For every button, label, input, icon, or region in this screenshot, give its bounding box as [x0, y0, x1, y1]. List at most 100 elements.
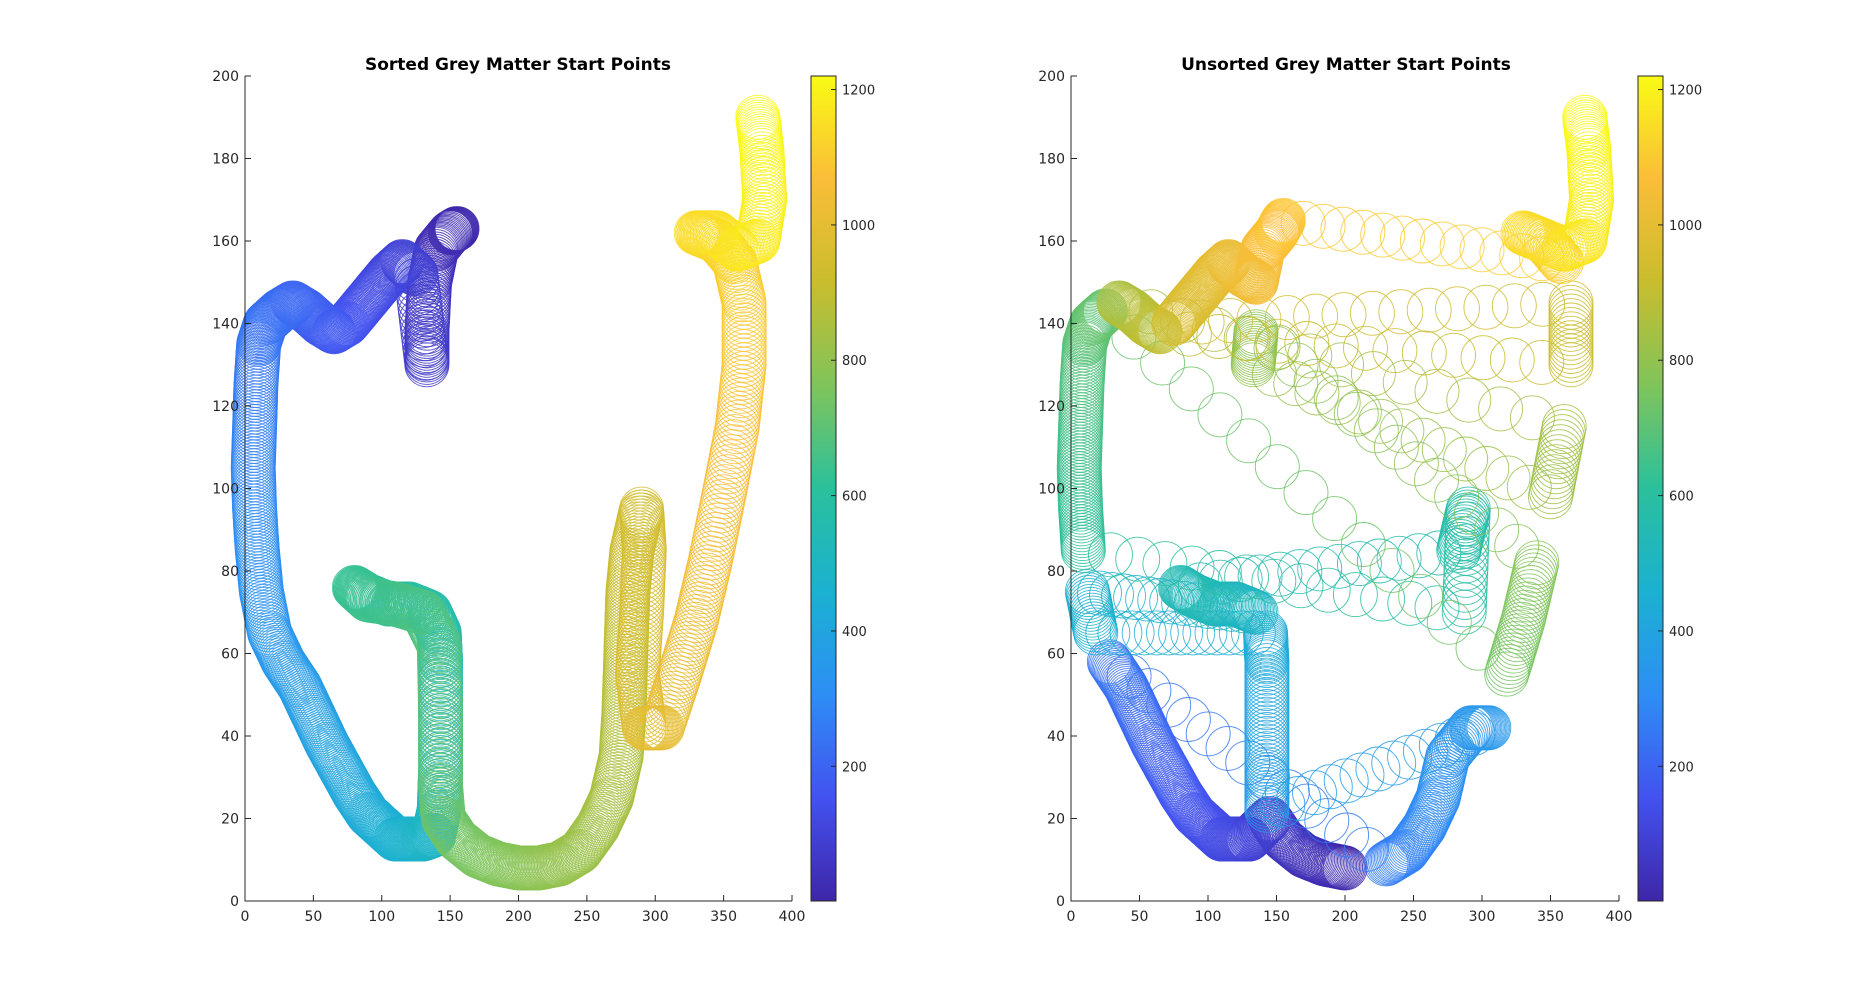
y-tick-label: 140: [1038, 317, 1065, 333]
data-point: [1121, 299, 1167, 345]
data-point: [1414, 457, 1459, 503]
data-point: [1260, 197, 1306, 243]
data-point: [1343, 325, 1388, 371]
data-point: [1305, 567, 1351, 613]
data-point: [1217, 557, 1263, 602]
data-point: [647, 682, 693, 728]
data-point: [1356, 538, 1402, 584]
data-point: [1406, 287, 1452, 333]
data-point: [1506, 464, 1552, 510]
data-point: [1294, 370, 1340, 416]
data-point: [316, 743, 362, 788]
data-point: [1378, 289, 1424, 335]
data-point: [1435, 286, 1480, 332]
data-point: [416, 632, 462, 678]
data-point: [648, 678, 694, 724]
data-point: [728, 221, 773, 267]
data-point: [1280, 200, 1326, 246]
data-point: [706, 219, 751, 265]
data-point: [1258, 202, 1304, 248]
data-point: [1133, 610, 1179, 656]
data-point: [1225, 316, 1271, 362]
data-point: [1534, 439, 1580, 485]
data-point: [1250, 215, 1296, 260]
data-point: [1478, 386, 1524, 432]
data-point: [1088, 532, 1133, 578]
data-point: [1264, 295, 1310, 341]
data-point: [1208, 298, 1253, 344]
data-point: [1169, 572, 1215, 618]
data-point: [1249, 216, 1295, 262]
data-point: [1336, 541, 1382, 587]
data-point: [684, 552, 730, 598]
data-point: [418, 722, 464, 768]
data-point: [418, 697, 464, 743]
data-point: [584, 785, 630, 831]
data-point: [1504, 581, 1550, 627]
data-point: [1255, 208, 1300, 254]
x-tick-label: 250: [1400, 909, 1427, 925]
x-tick-label: 100: [368, 909, 395, 925]
data-point: [1196, 550, 1242, 595]
y-tick-label: 140: [212, 317, 239, 333]
data-point: [1358, 398, 1404, 444]
data-point: [1244, 755, 1290, 801]
data-point: [710, 424, 756, 470]
data-point: [421, 217, 467, 263]
colorbar-tick-label: 1200: [842, 84, 875, 99]
data-point: [640, 701, 686, 747]
data-point: [1459, 227, 1505, 273]
data-point: [1162, 777, 1207, 823]
data-point: [1355, 746, 1401, 792]
data-point: [257, 633, 303, 679]
data-point: [1414, 368, 1460, 414]
data-point: [418, 707, 464, 753]
data-point: [1248, 217, 1294, 263]
data-point: [1509, 395, 1555, 441]
data-point: [548, 834, 594, 880]
unsorted-axes: 0 50 100 150 200 250 300 350 400 0 20 40 60 80 100 120 1…: [1038, 69, 1632, 925]
data-point: [1360, 576, 1406, 622]
data-point: [1095, 651, 1141, 697]
data-point: [417, 657, 463, 703]
data-point: [1443, 436, 1489, 482]
data-point: [1431, 332, 1477, 378]
data-point: [407, 603, 453, 649]
colorbar-tick-label: 600: [1669, 490, 1694, 505]
data-point: [1257, 204, 1303, 250]
data-point: [582, 789, 628, 835]
data-point: [1514, 540, 1560, 586]
data-point: [400, 589, 446, 635]
data-point: [1439, 224, 1485, 270]
data-point: [1434, 717, 1480, 762]
data-point: [1410, 785, 1456, 831]
data-point: [1189, 255, 1235, 300]
data-point: [1382, 359, 1428, 405]
sorted-markers: [230, 94, 788, 891]
data-point: [1251, 213, 1297, 259]
sorted-axes: 0 50 100 150 200 250 300 350 400 0 20 40 60 80 100 120 1…: [212, 69, 805, 925]
data-point: [1091, 646, 1137, 692]
data-point: [1173, 573, 1219, 619]
data-point: [1260, 781, 1306, 827]
data-point: [1333, 391, 1379, 437]
data-point: [1537, 424, 1583, 470]
data-point: [1401, 330, 1447, 376]
y-tick-label: 0: [230, 894, 239, 910]
data-point: [1315, 380, 1361, 425]
data-point: [410, 611, 456, 656]
data-point: [1529, 469, 1574, 515]
data-point: [417, 642, 463, 688]
data-point: [1143, 744, 1189, 790]
data-point: [1067, 305, 1113, 351]
data-point: [1102, 662, 1148, 708]
data-point: [1113, 575, 1159, 620]
data-point: [1096, 653, 1142, 699]
data-point: [1146, 682, 1192, 728]
data-point: [1378, 832, 1424, 878]
data-point: [1284, 321, 1330, 366]
data-point: [1450, 711, 1496, 757]
data-point: [708, 434, 754, 480]
y-tick-label: 40: [221, 729, 239, 745]
y-tick-label: 200: [1038, 69, 1065, 85]
